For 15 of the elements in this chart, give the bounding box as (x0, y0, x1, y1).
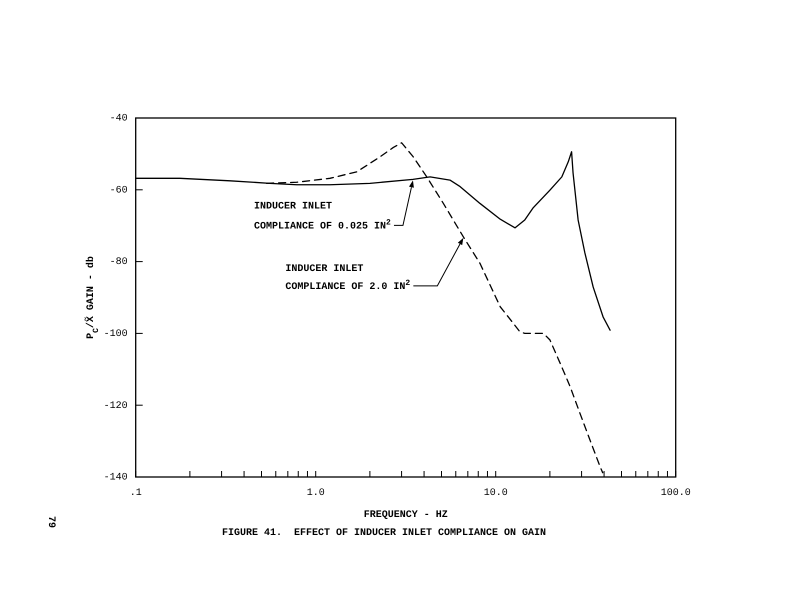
text: FIGURE 41. EFFECT OF INDUCER INLET COMPLIANCE ON GAIN (222, 528, 546, 539)
y-tick-label: -80 (110, 257, 128, 268)
x-axis-title: FREQUENCY - HZ (364, 510, 448, 521)
text: 79 (45, 516, 56, 528)
y-tick-label: -40 (110, 114, 128, 125)
annotation: INDUCER INLET COMPLIANCE OF 2.0 IN$^{2}$ (285, 264, 410, 293)
x-tick-label: 100.0 (660, 488, 691, 499)
annotation: INDUCER INLET COMPLIANCE OF 0.025 IN$^{2}$ (254, 201, 391, 232)
y-tick-label: -120 (104, 400, 128, 412)
y-tick-label: -140 (104, 472, 128, 484)
x-tick-label: .1 (130, 488, 142, 499)
y-tick-label: -60 (110, 185, 128, 196)
x-tick-label: 1.0 (306, 488, 325, 499)
y-tick-label: -100 (104, 329, 128, 340)
x-tick-label: 10.0 (484, 488, 508, 499)
